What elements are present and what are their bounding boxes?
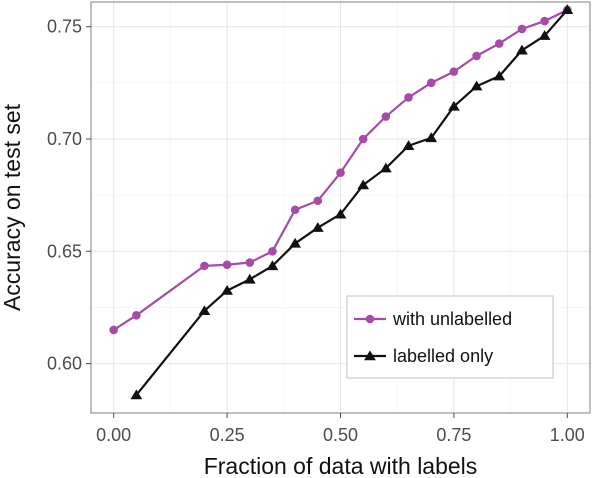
legend-label: with unlabelled xyxy=(392,309,512,329)
y-tick-label: 0.75 xyxy=(47,17,82,37)
data-point xyxy=(336,168,345,177)
data-point xyxy=(538,30,551,40)
x-tick-label: 0.25 xyxy=(210,425,245,445)
data-point xyxy=(426,78,436,88)
legend-key-marker xyxy=(365,314,375,324)
x-tick-label: 0.50 xyxy=(323,425,358,445)
data-point xyxy=(358,134,368,144)
data-point xyxy=(561,4,574,15)
data-point xyxy=(109,325,118,335)
data-point xyxy=(472,51,481,61)
data-point xyxy=(381,112,391,121)
data-point xyxy=(379,162,392,173)
y-axis-title: Accuracy on test set xyxy=(0,103,25,311)
data-point xyxy=(200,261,209,271)
data-point xyxy=(198,305,211,316)
data-point xyxy=(448,100,460,111)
data-point xyxy=(357,179,370,190)
legend: with unlabelled labelled only xyxy=(346,295,554,379)
data-point xyxy=(130,389,143,400)
data-point xyxy=(516,44,528,55)
data-point xyxy=(494,39,504,48)
legend-label: labelled only xyxy=(393,346,493,366)
data-point xyxy=(404,93,413,102)
legend-key-marker xyxy=(364,350,376,361)
data-point xyxy=(425,132,438,143)
data-point xyxy=(221,284,233,295)
data-point xyxy=(540,16,549,26)
data-point xyxy=(313,196,323,206)
legend-box xyxy=(346,295,554,379)
data-point xyxy=(222,260,232,270)
series-with-unlabelled xyxy=(109,5,572,335)
data-point xyxy=(243,273,256,284)
data-point xyxy=(402,140,415,150)
data-point xyxy=(334,208,347,219)
y-tick-label: 0.60 xyxy=(47,354,82,374)
data-point xyxy=(132,311,141,320)
y-tick-label: 0.70 xyxy=(47,129,82,149)
data-point xyxy=(266,260,279,271)
series xyxy=(109,4,574,400)
data-point xyxy=(311,222,324,232)
x-tick-label: 1.00 xyxy=(550,425,585,445)
data-point xyxy=(449,67,459,76)
x-axis-title: Fraction of data with labels xyxy=(204,453,478,478)
y-tick-label: 0.65 xyxy=(47,241,82,261)
data-point xyxy=(517,24,527,34)
series-labelled-only xyxy=(130,4,574,400)
axes: 0.00 0.25 0.50 0.75 1.00 0.60 0.65 0.70 0.75 xyxy=(47,17,585,445)
x-tick-label: 0.00 xyxy=(96,425,131,445)
data-point xyxy=(245,258,255,267)
data-point xyxy=(493,70,506,81)
data-point xyxy=(470,80,483,91)
data-point xyxy=(289,237,302,248)
data-point xyxy=(290,205,300,215)
data-point xyxy=(268,246,277,256)
x-tick-label: 0.75 xyxy=(436,425,471,445)
